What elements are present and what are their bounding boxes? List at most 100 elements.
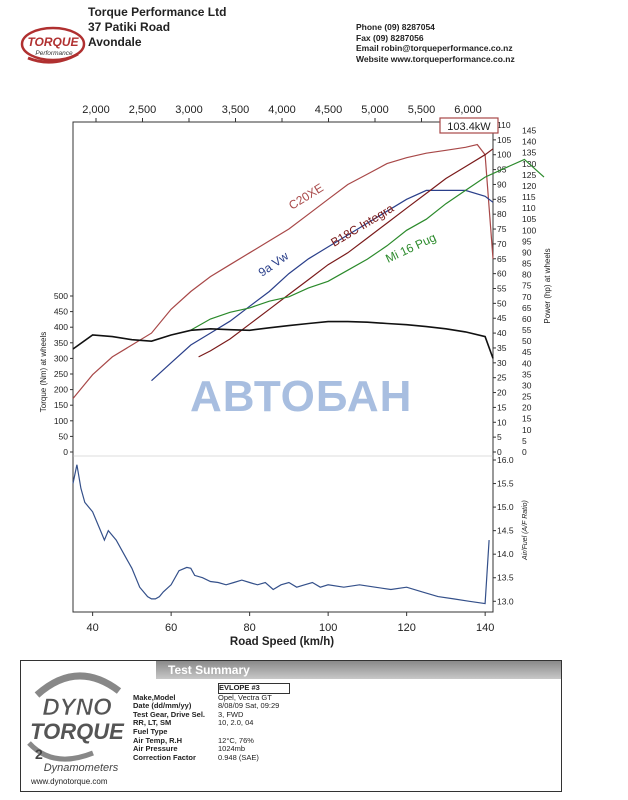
contact-block: Phone (09) 8287054 Fax (09) 8287056 Emai… (356, 22, 515, 64)
afr-tick-label: 16.0 (497, 455, 514, 465)
peak-label-box (439, 117, 499, 134)
hp-tick-label: 45 (522, 347, 532, 357)
afr-tick-label: 13.5 (497, 573, 514, 583)
summary-label: Test Gear, Drive Sel. (133, 709, 205, 719)
contact-email: Email robin@torqueperformance.co.nz (356, 43, 513, 53)
summary-row: Correction Factor 0.948 (SAE) (133, 752, 398, 763)
hp-tick-label: 90 (522, 247, 532, 257)
kw-tick-label: 30 (497, 358, 507, 368)
summary-table: EVLOPE #3 Make,Model Opel, Vectra GT Date (… (133, 683, 398, 762)
torque-tick-label: 450 (54, 307, 68, 317)
series-label: 9a Vw (256, 249, 292, 280)
afr-tick-label: 14.0 (497, 549, 514, 559)
kw-tick-label: 10 (497, 417, 507, 427)
rpm-tick-label: 5,500 (408, 104, 436, 116)
rpm-tick-label: 6,000 (454, 104, 482, 116)
hp-tick-label: 0 (522, 447, 527, 457)
logo-performance-text: Performance (35, 50, 73, 57)
summary-value: 1024mb (218, 744, 246, 754)
torque-tick-label: 350 (54, 338, 68, 348)
summary-value: 3, FWD (218, 709, 244, 719)
torque-axis-label: Torque (Nm) at wheels (39, 332, 48, 412)
hp-tick-label: 30 (522, 380, 532, 390)
hp-tick-label: 115 (522, 192, 536, 202)
hp-tick-label: 105 (522, 214, 536, 224)
dynamometers-logo-text: Dynamometers (44, 762, 119, 774)
kw-tick-label: 25 (497, 373, 507, 383)
x-tick-label: 60 (165, 622, 177, 634)
kw-tick-label: 105 (497, 135, 511, 145)
rpm-tick-label: 2,500 (129, 104, 157, 116)
hp-tick-label: 20 (522, 403, 532, 413)
hp-tick-label: 25 (522, 392, 532, 402)
rpm-tick-label: 4,000 (268, 104, 296, 116)
hp-tick-label: 140 (522, 137, 536, 147)
hp-tick-label: 50 (522, 336, 532, 346)
rpm-tick-label: 4,500 (315, 104, 343, 116)
afr-tick-label: 13.0 (497, 596, 514, 606)
afr-tick-label: 15.0 (497, 502, 514, 512)
dyno-torque-logo: DYNO TORQUE 2 Dynamometers (27, 672, 125, 774)
dyno-website: www.dynotorque.com (31, 777, 108, 786)
x-tick-label: 140 (476, 622, 494, 634)
kw-tick-label: 85 (497, 194, 507, 204)
kw-tick-label: 35 (497, 343, 507, 353)
hp-axis-label: Power (hp) at wheels (543, 248, 552, 323)
series-label: Mi 16 Pug (383, 230, 438, 266)
hp-tick-label: 5 (522, 436, 527, 446)
x-tick-label: 120 (397, 622, 415, 634)
summary-value: 10, 2.0, 04 (218, 718, 254, 728)
kw-tick-label: 0 (497, 447, 502, 457)
summary-label: Correction Factor (133, 752, 196, 762)
company-suburb: Avondale (88, 35, 142, 49)
kw-tick-label: 75 (497, 224, 507, 234)
kw-tick-label: 5 (497, 432, 502, 442)
summary-row: Make,Model Opel, Vectra GT (133, 692, 398, 703)
rpm-tick-label: 3,000 (175, 104, 203, 116)
kw-tick-label: 80 (497, 209, 507, 219)
torque-tick-label: 500 (54, 291, 68, 301)
hp-tick-label: 95 (522, 236, 532, 246)
torque-tick-label: 300 (54, 353, 68, 363)
hp-tick-label: 110 (522, 203, 536, 213)
summary-label: Date (dd/mm/yy) (133, 701, 192, 711)
plot-frame (72, 121, 494, 613)
contact-website: Website www.torqueperformance.co.nz (356, 53, 515, 64)
hp-tick-label: 75 (522, 281, 532, 291)
series-label: C20XE (286, 181, 326, 213)
summary-value: Opel, Vectra GT (218, 692, 272, 702)
kw-tick-label: 45 (497, 313, 507, 323)
company-logo: TORQUE Performance (20, 26, 86, 64)
torque-tick-label: 400 (54, 322, 68, 332)
torque-tick-label: 0 (63, 447, 68, 457)
x-axis-label: Road Speed (km/h) (230, 636, 334, 648)
kw-tick-label: 20 (497, 388, 507, 398)
peak-label: 103.4kW (447, 121, 491, 133)
hp-tick-label: 35 (522, 369, 532, 379)
hp-tick-label: 40 (522, 358, 532, 368)
kw-tick-label: 60 (497, 269, 507, 279)
company-name: Torque Performance Ltd (88, 5, 227, 19)
hp-tick-label: 60 (522, 314, 532, 324)
hp-tick-label: 70 (522, 292, 532, 302)
summary-value: 0.948 (SAE) (218, 752, 259, 762)
kw-tick-label: 65 (497, 254, 507, 264)
torque-tick-label: 200 (54, 385, 68, 395)
test-summary: DYNO TORQUE 2 Dynamometers www.dynotorqu… (20, 660, 562, 792)
kw-tick-label: 15 (497, 402, 507, 412)
afr-axis-label: Air/Fuel (A/F Ratio) (522, 500, 529, 561)
contact-phone: Phone (09) 8287054 (356, 22, 435, 32)
kw-tick-label: 40 (497, 328, 507, 338)
kw-tick-label: 50 (497, 298, 507, 308)
hp-tick-label: 125 (522, 170, 536, 180)
company-address: Torque Performance Ltd 37 Patiki Road Av… (88, 5, 226, 50)
summary-value: 12°C, 76% (218, 735, 254, 745)
hp-tick-label: 10 (522, 425, 532, 435)
company-street: 37 Patiki Road (88, 20, 171, 34)
torque-tick-label: 100 (54, 416, 68, 426)
kw-tick-label: 90 (497, 179, 507, 189)
rpm-tick-label: 2,000 (82, 104, 110, 116)
rpm-tick-label: 3,500 (222, 104, 250, 116)
series-line (190, 158, 545, 331)
